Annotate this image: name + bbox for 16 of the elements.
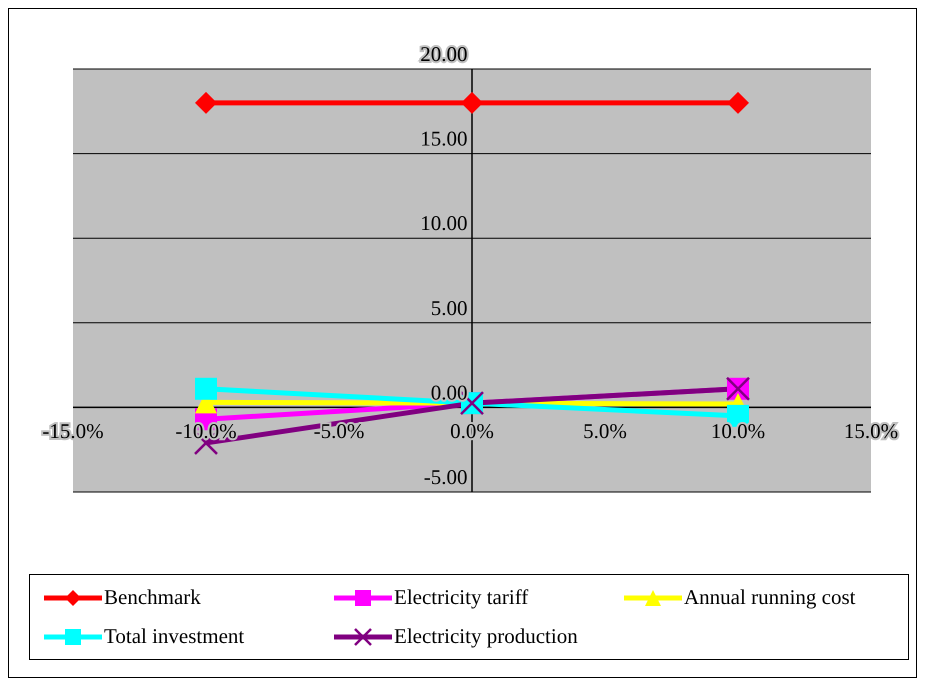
x-tick-label: -15.0% — [42, 419, 104, 444]
x-tick-label: 15.0% — [844, 419, 898, 444]
y-tick-label: 15.00 — [420, 126, 468, 151]
legend-label: Benchmark — [104, 585, 201, 610]
legend-label: Total investment — [104, 624, 244, 649]
x-tick-label: -5.0% — [314, 419, 364, 444]
legend-label: Annual running cost — [684, 585, 856, 610]
y-tick-label: 20.00 — [420, 42, 468, 66]
y-tick-label: -5.00 — [424, 465, 468, 489]
y-tick-label: 5.00 — [430, 296, 468, 320]
x-tick-label: 5.0% — [583, 419, 627, 444]
y-tick-label: 0.00 — [430, 380, 468, 404]
y-tick-label: 10.00 — [420, 211, 468, 236]
legend-label: Electricity tariff — [394, 585, 528, 610]
legend-label: Electricity production — [394, 624, 578, 649]
x-tick-label: 10.0% — [710, 419, 766, 444]
